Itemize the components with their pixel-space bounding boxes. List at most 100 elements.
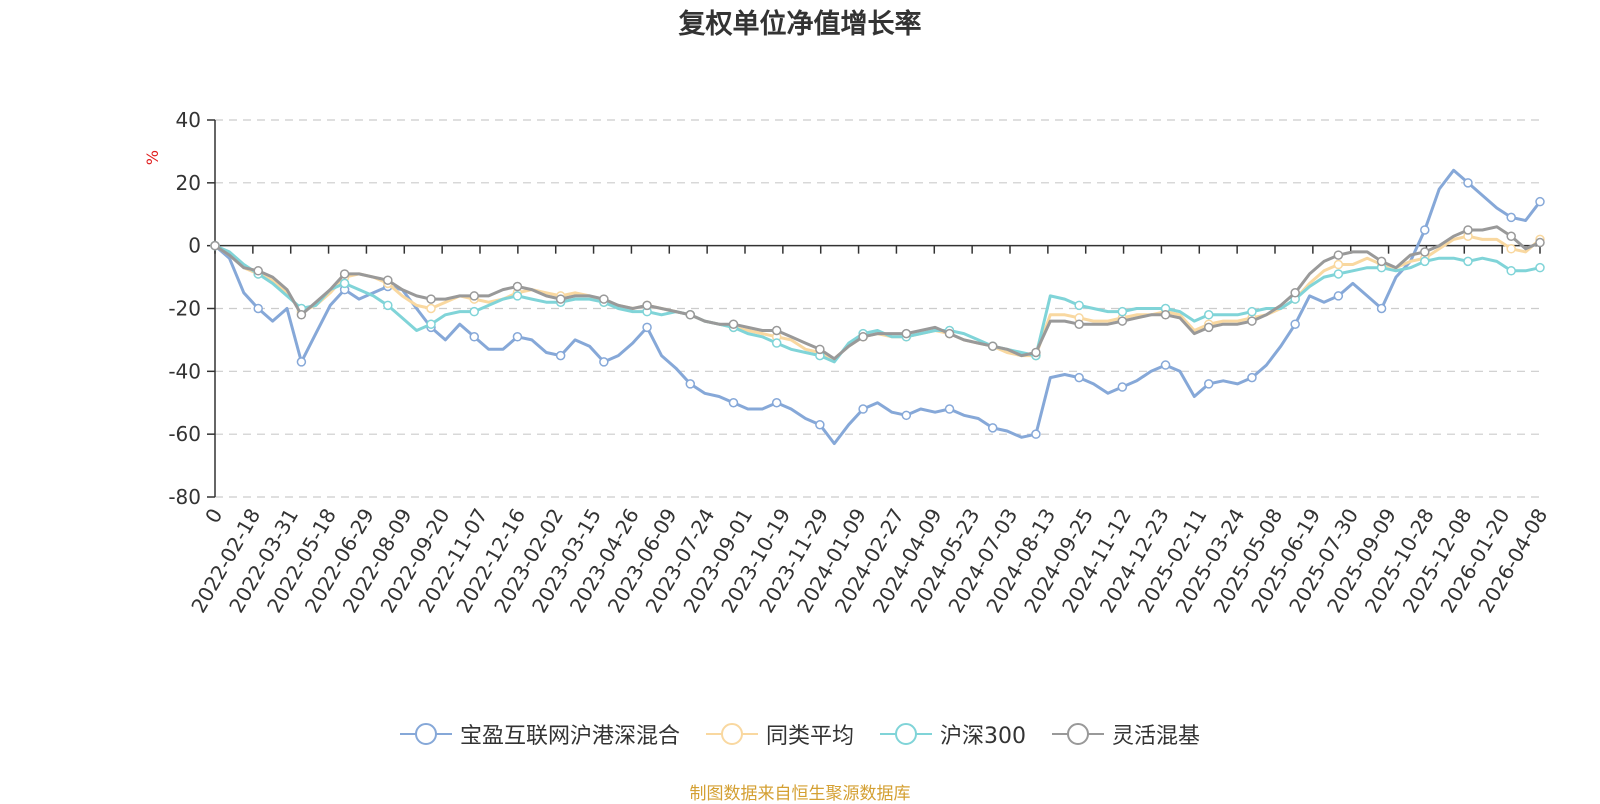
data-point-marker bbox=[901, 328, 912, 339]
data-point-marker bbox=[210, 240, 220, 251]
data-point-marker bbox=[426, 303, 436, 314]
data-point-marker bbox=[1204, 322, 1214, 333]
legend-line-circle-icon bbox=[705, 723, 758, 745]
data-point-marker bbox=[1463, 256, 1473, 267]
data-point-marker bbox=[1074, 300, 1084, 311]
data-point-marker bbox=[339, 269, 350, 279]
data-point-marker bbox=[1031, 347, 1041, 358]
data-point-marker bbox=[1463, 225, 1473, 235]
legend-item-fund[interactable]: 宝盈互联网沪港深混合 bbox=[399, 718, 680, 750]
data-point-marker bbox=[1117, 306, 1128, 317]
data-point-marker bbox=[1117, 382, 1128, 392]
data-point-marker bbox=[1247, 372, 1257, 383]
y-tick-label: -80 bbox=[168, 485, 201, 509]
legend-item-peer-average[interactable]: 同类平均 bbox=[705, 718, 854, 750]
data-point-marker bbox=[771, 325, 782, 336]
data-point-marker bbox=[512, 291, 523, 301]
data-point-marker bbox=[1376, 303, 1387, 314]
data-point-marker bbox=[1074, 319, 1084, 329]
legend-item-csi300[interactable]: 沪深300 bbox=[880, 718, 1026, 750]
data-point-marker bbox=[1506, 231, 1516, 241]
x-tick-label: 0 bbox=[200, 504, 227, 527]
legend: 宝盈互联网沪港深混合 同类平均 沪深300 灵活混基 bbox=[0, 718, 1600, 750]
data-point-marker bbox=[858, 332, 868, 342]
data-point-marker bbox=[1031, 429, 1041, 439]
legend-label: 同类平均 bbox=[765, 724, 854, 749]
data-point-marker bbox=[1290, 319, 1300, 329]
data-point-marker bbox=[296, 310, 307, 320]
data-point-marker bbox=[383, 300, 393, 311]
data-point-marker bbox=[1333, 259, 1344, 270]
legend-label: 灵活混基 bbox=[1112, 724, 1201, 749]
series-line bbox=[214, 168, 1542, 446]
data-point-marker bbox=[512, 281, 523, 292]
data-point-marker bbox=[555, 294, 566, 304]
data-point-marker bbox=[685, 310, 696, 320]
series-line bbox=[214, 225, 1541, 361]
legend-item-flexible-mixed[interactable]: 灵活混基 bbox=[1052, 718, 1200, 750]
legend-line-circle-icon bbox=[880, 723, 932, 745]
y-axis-unit-label: % bbox=[143, 150, 162, 165]
data-point-marker bbox=[1247, 316, 1257, 326]
data-point-marker bbox=[469, 291, 479, 301]
data-point-marker bbox=[1333, 291, 1344, 301]
data-point-marker bbox=[1420, 225, 1430, 235]
data-point-marker bbox=[1074, 372, 1084, 383]
data-point-marker bbox=[858, 404, 868, 414]
data-point-marker bbox=[1506, 244, 1516, 254]
data-point-marker bbox=[901, 410, 912, 421]
y-tick-label: -60 bbox=[168, 422, 201, 446]
legend-label: 宝盈互联网沪港深混合 bbox=[459, 724, 680, 749]
series-layer bbox=[210, 168, 1545, 446]
legend-line-circle-icon bbox=[1052, 723, 1104, 745]
data-point-marker bbox=[253, 303, 263, 314]
data-point-marker bbox=[1160, 310, 1171, 320]
data-point-marker bbox=[944, 404, 955, 414]
data-point-marker bbox=[469, 332, 479, 342]
data-point-marker bbox=[1333, 269, 1344, 279]
data-point-marker bbox=[1290, 288, 1300, 298]
data-point-marker bbox=[642, 322, 652, 333]
data-point-marker bbox=[426, 319, 436, 329]
data-point-marker bbox=[728, 398, 739, 408]
data-point-marker bbox=[426, 294, 436, 304]
data-point-marker bbox=[469, 306, 479, 317]
legend-label: 沪深300 bbox=[940, 724, 1026, 749]
data-point-marker bbox=[1463, 178, 1473, 188]
y-tick-label: 0 bbox=[188, 234, 201, 258]
series-line bbox=[214, 244, 1541, 364]
data-point-marker bbox=[512, 332, 523, 342]
data-point-marker bbox=[815, 344, 825, 355]
source-note: 制图数据来自恒生聚源数据库 bbox=[689, 784, 911, 804]
data-point-marker bbox=[1333, 250, 1344, 260]
axis-layer bbox=[207, 119, 1541, 498]
data-point-marker bbox=[599, 294, 609, 304]
data-point-marker bbox=[1535, 196, 1545, 207]
data-point-marker bbox=[944, 328, 955, 339]
data-point-marker bbox=[1247, 306, 1257, 317]
data-point-marker bbox=[339, 278, 350, 289]
data-point-marker bbox=[1420, 256, 1430, 267]
data-point-marker bbox=[253, 266, 263, 276]
data-point-marker bbox=[1535, 237, 1545, 248]
y-tick-label: 20 bbox=[176, 171, 201, 195]
y-tick-label: -40 bbox=[168, 359, 201, 383]
data-point-marker bbox=[987, 423, 998, 433]
data-point-marker bbox=[771, 398, 782, 408]
data-point-marker bbox=[1160, 360, 1171, 370]
y-tick-label: -20 bbox=[168, 297, 201, 321]
data-point-marker bbox=[383, 275, 393, 285]
data-point-marker bbox=[1535, 262, 1545, 273]
data-point-marker bbox=[555, 350, 566, 361]
data-point-marker bbox=[728, 319, 739, 329]
y-tick-label: 40 bbox=[176, 108, 201, 132]
data-point-marker bbox=[685, 379, 696, 389]
data-point-marker bbox=[987, 341, 998, 351]
data-point-marker bbox=[1117, 316, 1128, 326]
data-point-marker bbox=[771, 338, 782, 348]
chart-title: 复权单位净值增长率 bbox=[678, 9, 922, 40]
data-point-marker bbox=[1506, 212, 1516, 223]
data-point-marker bbox=[1204, 310, 1214, 320]
data-point-marker bbox=[1420, 247, 1430, 257]
